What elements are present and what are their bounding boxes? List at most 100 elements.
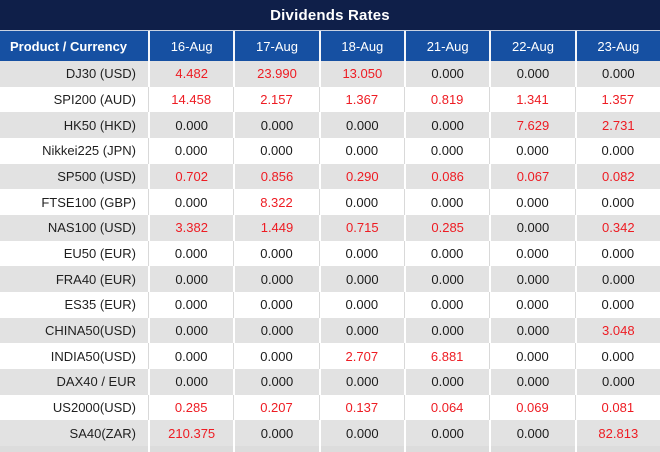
sliver-cell xyxy=(233,446,318,452)
value-cell: 0.000 xyxy=(148,112,233,139)
value-cell: 0.000 xyxy=(403,292,489,318)
value-cell: 0.137 xyxy=(318,394,404,421)
value-cell: 7.629 xyxy=(489,112,574,139)
table-row: DJ30 (USD) 4.482 23.990 13.050 0.000 0.000 0.0… xyxy=(0,61,660,87)
product-cell: US2000(USD) xyxy=(52,400,136,416)
value-cell: 0.081 xyxy=(574,394,660,421)
value-cell: 0.000 xyxy=(489,420,574,447)
value-cell: 0.000 xyxy=(489,343,574,370)
value-cell: 1.357 xyxy=(574,86,660,113)
value-cell: 0.000 xyxy=(489,138,574,164)
value-cell: 14.458 xyxy=(148,86,233,113)
value-cell: 2.731 xyxy=(574,112,660,139)
value-cell: 0.207 xyxy=(233,394,318,421)
product-cell: DAX40 / EUR xyxy=(56,374,136,390)
product-cell: Nikkei225 (JPN) xyxy=(42,143,136,159)
table-row: SP500 (USD) 0.702 0.856 0.290 0.086 0.067 0.08… xyxy=(0,163,660,190)
table-body: DJ30 (USD) 4.482 23.990 13.050 0.000 0.000 0.0… xyxy=(0,61,660,447)
value-cell: 0.000 xyxy=(403,189,489,216)
sliver-cell xyxy=(489,446,574,452)
product-cell: SPI200 (AUD) xyxy=(53,92,136,107)
value-cell: 0.000 xyxy=(489,292,574,318)
value-cell: 0.000 xyxy=(148,369,233,395)
value-cell: 6.881 xyxy=(403,343,489,370)
value-cell: 0.000 xyxy=(148,266,233,293)
column-header-date: 22-Aug xyxy=(489,31,574,61)
table-row: EU50 (EUR) 0.000 0.000 0.000 0.000 0.000 0.000 xyxy=(0,240,660,267)
sliver-cell xyxy=(0,446,148,452)
page-title: Dividends Rates xyxy=(270,6,390,24)
value-cell: 0.067 xyxy=(489,163,574,190)
column-header-date: 17-Aug xyxy=(233,31,318,61)
value-cell: 0.000 xyxy=(233,240,318,267)
value-cell: 0.086 xyxy=(403,163,489,190)
value-cell: 4.482 xyxy=(148,61,233,87)
value-cell: 0.000 xyxy=(233,369,318,395)
table-row: Nikkei225 (JPN) 0.000 0.000 0.000 0.000 0.000… xyxy=(0,138,660,164)
value-cell: 0.000 xyxy=(318,189,404,216)
product-cell: SP500 (USD) xyxy=(57,169,136,185)
product-cell: CHINA50(USD) xyxy=(44,323,136,339)
column-header-date: 21-Aug xyxy=(403,31,489,61)
value-cell: 0.342 xyxy=(574,215,660,241)
value-cell: 0.000 xyxy=(148,240,233,267)
value-cell: 0.000 xyxy=(233,420,318,447)
value-cell: 3.382 xyxy=(148,215,233,241)
value-cell: 3.048 xyxy=(574,317,660,344)
value-cell: 0.000 xyxy=(574,138,660,164)
value-cell: 0.000 xyxy=(148,317,233,344)
sliver-cell xyxy=(148,446,233,452)
value-cell: 0.000 xyxy=(318,317,404,344)
value-cell: 0.000 xyxy=(233,317,318,344)
value-cell: 23.990 xyxy=(233,61,318,87)
product-cell: INDIA50(USD) xyxy=(50,348,136,364)
table-row: DAX40 / EUR 0.000 0.000 0.000 0.000 0.000 0.00… xyxy=(0,369,660,395)
table-row: SA40(ZAR) 210.375 0.000 0.000 0.000 0.000 82.8… xyxy=(0,420,660,447)
column-header-product: Product / Currency xyxy=(10,38,128,54)
value-cell: 0.082 xyxy=(574,163,660,190)
value-cell: 2.707 xyxy=(318,343,404,370)
value-cell: 0.702 xyxy=(148,163,233,190)
value-cell: 0.000 xyxy=(148,189,233,216)
sliver-cell xyxy=(403,446,489,452)
table-row: FRA40 (EUR) 0.000 0.000 0.000 0.000 0.000 0.00… xyxy=(0,266,660,293)
value-cell: 0.064 xyxy=(403,394,489,421)
value-cell: 0.285 xyxy=(148,394,233,421)
value-cell: 0.000 xyxy=(489,369,574,395)
value-cell: 0.290 xyxy=(318,163,404,190)
value-cell: 0.000 xyxy=(403,266,489,293)
table-header-row: Product / Currency 16-Aug 17-Aug 18-Aug … xyxy=(0,30,660,61)
value-cell: 0.000 xyxy=(489,240,574,267)
value-cell: 0.000 xyxy=(403,369,489,395)
value-cell: 0.000 xyxy=(318,138,404,164)
product-cell: SA40(ZAR) xyxy=(69,425,136,441)
table-row: US2000(USD) 0.285 0.207 0.137 0.064 0.069 0.08… xyxy=(0,394,660,421)
value-cell: 0.000 xyxy=(148,292,233,318)
table-row: ES35 (EUR) 0.000 0.000 0.000 0.000 0.000 0.000 xyxy=(0,292,660,318)
table-row: SPI200 (AUD) 14.458 2.157 1.367 0.819 1.341 1.… xyxy=(0,86,660,113)
product-cell: EU50 (EUR) xyxy=(63,246,136,262)
product-cell: NAS100 (USD) xyxy=(47,220,136,236)
value-cell: 0.000 xyxy=(233,266,318,293)
value-cell: 0.819 xyxy=(403,86,489,113)
next-row-sliver xyxy=(0,446,660,452)
product-cell: FRA40 (EUR) xyxy=(55,271,136,287)
value-cell: 0.000 xyxy=(403,317,489,344)
value-cell: 0.000 xyxy=(574,189,660,216)
value-cell: 0.715 xyxy=(318,215,404,241)
value-cell: 0.000 xyxy=(489,61,574,87)
value-cell: 0.856 xyxy=(233,163,318,190)
value-cell: 0.069 xyxy=(489,394,574,421)
product-cell: DJ30 (USD) xyxy=(65,66,136,82)
value-cell: 2.157 xyxy=(233,86,318,113)
value-cell: 0.000 xyxy=(233,138,318,164)
column-header-date: 18-Aug xyxy=(318,31,404,61)
value-cell: 82.813 xyxy=(574,420,660,447)
value-cell: 0.000 xyxy=(318,292,404,318)
value-cell: 0.000 xyxy=(574,240,660,267)
table-row: HK50 (HKD) 0.000 0.000 0.000 0.000 7.629 2.731 xyxy=(0,112,660,139)
value-cell: 0.000 xyxy=(148,343,233,370)
table-row: NAS100 (USD) 3.382 1.449 0.715 0.285 0.000 0.3… xyxy=(0,215,660,241)
value-cell: 0.000 xyxy=(403,240,489,267)
